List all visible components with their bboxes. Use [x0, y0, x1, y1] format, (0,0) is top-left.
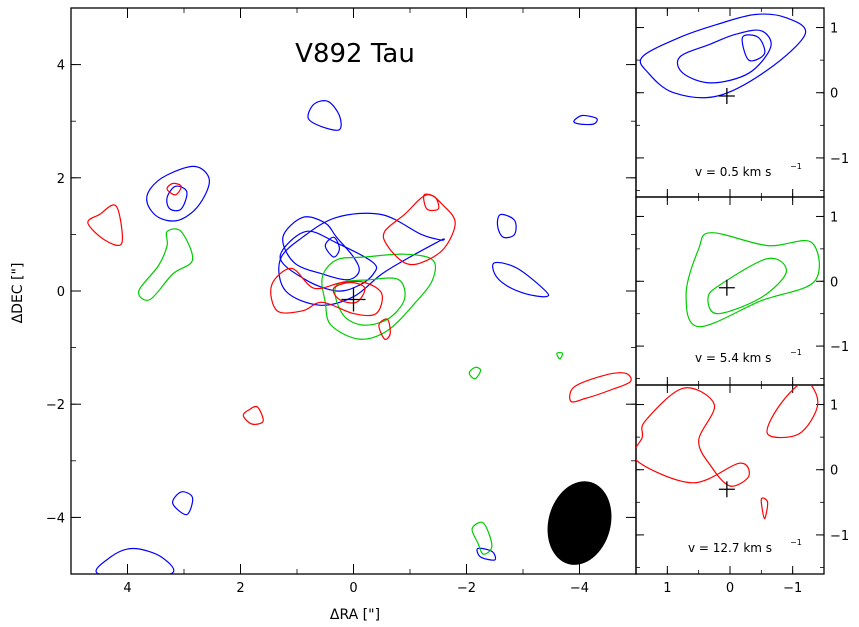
y-tick-label: 4 [57, 59, 65, 74]
velocity-label-green-text: v = 5.4 km s [695, 351, 771, 365]
y-tick-label: −1 [830, 152, 849, 167]
velocity-label-green-exp: −1 [790, 348, 802, 357]
contour-line [676, 29, 772, 84]
contour-line [279, 230, 378, 292]
contour-line [172, 491, 194, 516]
y-tick-label: −1 [830, 529, 849, 544]
y-tick-label: 0 [57, 285, 65, 300]
x-tick-label: 2 [236, 581, 244, 596]
y-tick-label: 0 [830, 275, 838, 290]
x-tick-label: −1 [783, 581, 802, 596]
contour-line [639, 13, 807, 99]
y-tick-label: 0 [830, 464, 838, 479]
inset-panel-red: 1 0 −1 1 0 −1 [635, 384, 849, 596]
contour-layer [685, 232, 820, 328]
contour-layer [639, 13, 807, 99]
contour-line [242, 405, 264, 425]
contour-layer [636, 385, 819, 520]
contour-line [278, 212, 445, 306]
contour-line [476, 547, 497, 561]
velocity-label-blue-text: v = 0.5 km s [695, 165, 771, 179]
y-tick-label: 1 [830, 210, 838, 225]
contour-line [321, 253, 437, 340]
contour-line [138, 228, 194, 301]
contour-line [423, 193, 440, 212]
x-axis-label: ΔRA ["] [330, 607, 380, 623]
y-tick-label: −4 [46, 511, 65, 526]
contour-line [324, 236, 341, 258]
x-tick-label: −4 [570, 581, 589, 596]
main-panel: 4 2 0 −2 −4 4 2 0 −2 −4 [46, 7, 637, 596]
y-tick-label: 1 [830, 22, 838, 37]
x-tick-label: 0 [726, 581, 734, 596]
contour-line [166, 185, 188, 212]
contour-line [766, 385, 819, 439]
contour-line [87, 204, 123, 246]
contour-line [307, 100, 342, 131]
contour-line [95, 547, 175, 574]
contour-line [378, 318, 391, 340]
contour-layer [87, 100, 632, 574]
y-tick-label: 2 [57, 172, 65, 187]
contour-line [636, 387, 750, 487]
x-tick-label: 0 [349, 581, 357, 596]
velocity-label-blue-exp: −1 [790, 162, 802, 171]
contour-line [741, 34, 766, 62]
x-tick-label: −2 [457, 581, 476, 596]
contour-line [471, 521, 493, 555]
contour-line [492, 261, 550, 298]
chart-title: V892 Tau [295, 39, 415, 69]
contour-line [332, 281, 366, 304]
y-tick-label: 0 [830, 87, 838, 102]
contour-line [573, 114, 598, 126]
inset-panel-green: 1 0 −1 [635, 196, 849, 386]
velocity-label-red-text: v = 12.7 km s [688, 541, 772, 555]
contour-line [382, 194, 456, 266]
beam-ellipse [547, 481, 612, 565]
velocity-label-red: v = 12.7 km s −1 [688, 538, 802, 555]
contour-line [496, 213, 517, 239]
contour-line [334, 277, 406, 326]
contour-line [166, 182, 182, 196]
contour-line [146, 165, 211, 222]
y-axis-label: ΔDEC ["] [10, 263, 26, 324]
contour-line [685, 232, 820, 328]
y-tick-label: 1 [830, 399, 838, 414]
contour-line [468, 366, 482, 380]
contour-line [270, 267, 383, 317]
contour-line [569, 372, 632, 403]
y-tick-label: −2 [46, 398, 65, 413]
velocity-label-red-exp: −1 [790, 538, 802, 547]
contour-line [760, 497, 769, 520]
contour-line [707, 257, 788, 315]
x-tick-label: 1 [663, 581, 671, 596]
velocity-label-blue: v = 0.5 km s −1 [695, 162, 802, 179]
inset-panel-blue: 1 0 −1 [635, 7, 849, 198]
y-tick-label: −1 [830, 340, 849, 355]
velocity-label-green: v = 5.4 km s −1 [695, 348, 802, 365]
contour-line [556, 351, 564, 360]
x-tick-label: 4 [123, 581, 131, 596]
